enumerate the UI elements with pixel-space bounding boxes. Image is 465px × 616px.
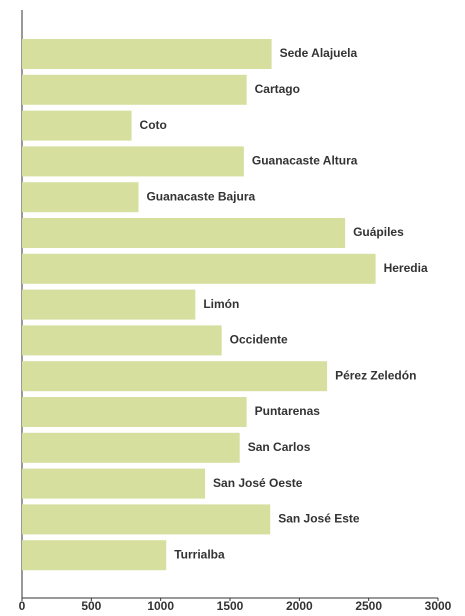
bar bbox=[22, 504, 271, 535]
bar-label: San Carlos bbox=[248, 440, 311, 454]
bar bbox=[22, 540, 167, 571]
x-tick-label: 2500 bbox=[355, 599, 382, 613]
bar bbox=[22, 253, 376, 284]
bar bbox=[22, 325, 222, 356]
bar bbox=[22, 39, 272, 69]
bar bbox=[22, 74, 247, 105]
x-tick-label: 500 bbox=[81, 599, 101, 613]
bar-label: Guanacaste Altura bbox=[252, 154, 358, 168]
x-tick-label: 1000 bbox=[147, 599, 174, 613]
bar-label: Sede Alajuela bbox=[280, 46, 358, 60]
bar bbox=[22, 361, 328, 392]
bar-label: Pérez Zeledón bbox=[335, 368, 416, 382]
x-tick-label: 3000 bbox=[425, 599, 452, 613]
bar-label: Turrialba bbox=[174, 547, 225, 561]
bar-label: Guápiles bbox=[353, 225, 404, 239]
bar bbox=[22, 218, 346, 248]
bar bbox=[22, 397, 247, 427]
bar-label: Occidente bbox=[230, 333, 288, 347]
bar-label: Guanacaste Bajura bbox=[146, 189, 255, 203]
x-tick-label: 2000 bbox=[286, 599, 313, 613]
x-tick-label: 1500 bbox=[217, 599, 244, 613]
bar bbox=[22, 110, 132, 141]
bar-label: Coto bbox=[140, 118, 167, 132]
bar bbox=[22, 289, 196, 320]
bar-label: San José Oeste bbox=[213, 476, 303, 490]
bar-label: Puntarenas bbox=[255, 404, 321, 418]
bar-label: Limón bbox=[203, 297, 239, 311]
bar bbox=[22, 468, 206, 499]
bar bbox=[22, 432, 240, 463]
x-tick-label: 0 bbox=[19, 599, 26, 613]
bar-label: Cartago bbox=[255, 82, 300, 96]
bar-label: Heredia bbox=[384, 261, 428, 275]
bar bbox=[22, 182, 139, 213]
bar bbox=[22, 146, 244, 177]
bar-label: San José Este bbox=[278, 512, 360, 526]
